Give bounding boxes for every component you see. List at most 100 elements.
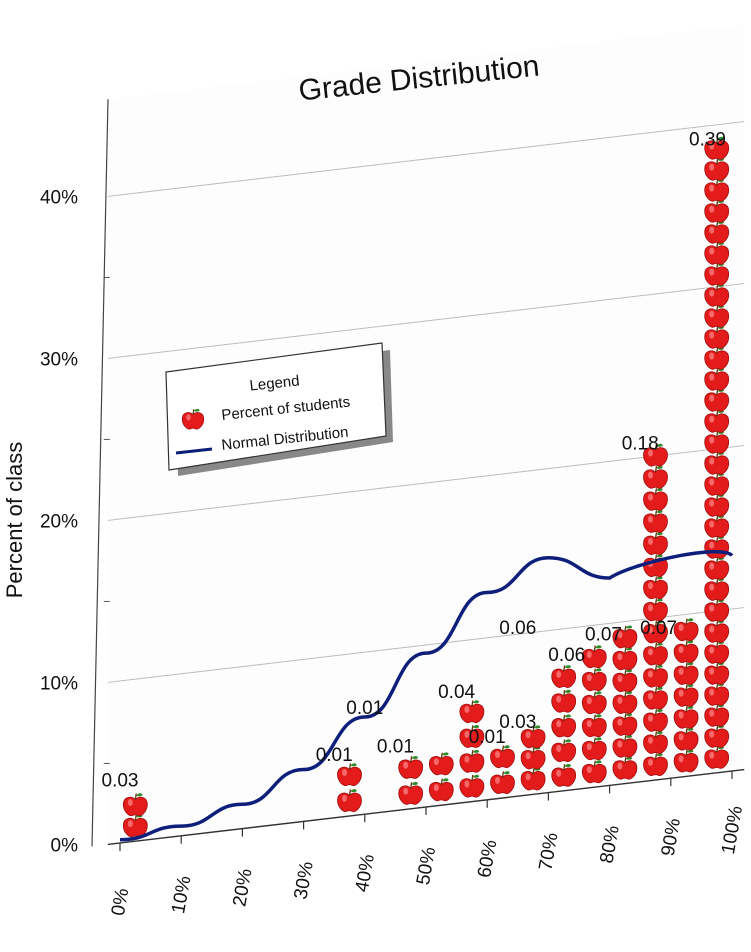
apple-icon bbox=[643, 731, 668, 754]
legend-title: Legend bbox=[249, 372, 301, 394]
apple-icon bbox=[612, 669, 638, 693]
apple-icon bbox=[643, 598, 668, 622]
legend-box bbox=[165, 342, 387, 471]
apple-icon bbox=[428, 752, 454, 776]
apple-icon bbox=[122, 814, 148, 838]
data-labels: 0.030.010.010.010.040.010.030.060.060.07… bbox=[102, 129, 727, 791]
apple-icon bbox=[704, 388, 730, 412]
apple-icon bbox=[704, 136, 730, 160]
apple-icon bbox=[398, 781, 424, 805]
apple-icon bbox=[704, 682, 730, 706]
apple-icon bbox=[520, 725, 546, 749]
apple-icon bbox=[704, 745, 730, 769]
plot-walls bbox=[107, 24, 745, 845]
y-tick-label: 0% bbox=[51, 835, 79, 856]
apple-icon bbox=[704, 514, 730, 538]
apple-icon bbox=[673, 618, 699, 642]
legend: Legend Percent of students Normal Distri… bbox=[165, 342, 393, 476]
x-tick-label: 40% bbox=[352, 853, 379, 894]
apple-icon bbox=[704, 346, 730, 370]
data-label: 0.01 bbox=[469, 727, 506, 748]
apple-icon bbox=[673, 683, 699, 707]
apple-icon bbox=[643, 576, 668, 600]
apple-icon bbox=[428, 778, 454, 802]
y-axis: 0% 10% 20% 30% 40% bbox=[40, 99, 110, 856]
apple-bar bbox=[673, 618, 699, 773]
apple-icon bbox=[704, 241, 730, 265]
gridline bbox=[107, 607, 745, 683]
data-label: 0.07 bbox=[640, 618, 677, 639]
normal-distribution-line bbox=[119, 549, 734, 842]
legend-line-icon bbox=[175, 447, 213, 455]
y-tick-label: 20% bbox=[40, 511, 78, 532]
apple-icon bbox=[581, 714, 607, 738]
apple-icon bbox=[673, 640, 699, 663]
y-axis-line bbox=[91, 99, 109, 847]
apple-icon bbox=[704, 262, 730, 286]
y-tick-label: 10% bbox=[40, 673, 78, 694]
apple-icon bbox=[181, 408, 205, 430]
apple-icon bbox=[643, 753, 668, 776]
apple-icon bbox=[643, 443, 668, 467]
apple-icon bbox=[704, 556, 730, 580]
x-tick-label: 100% bbox=[718, 804, 747, 856]
apple-icon bbox=[704, 619, 730, 643]
normal-curve bbox=[119, 549, 734, 842]
x-tick-label: 90% bbox=[658, 817, 685, 858]
apple-icon bbox=[459, 749, 485, 773]
apple-icon bbox=[398, 755, 424, 779]
x-tick-label: 20% bbox=[229, 867, 256, 908]
apple-icon bbox=[551, 665, 577, 688]
data-label: 0.01 bbox=[316, 745, 353, 766]
data-label: 0.03 bbox=[499, 712, 536, 733]
apple-icon bbox=[673, 727, 699, 751]
apple-icon bbox=[612, 625, 638, 649]
apple-icon bbox=[551, 763, 577, 787]
apple-icon bbox=[643, 686, 668, 710]
apple-bar bbox=[704, 136, 730, 769]
apple-icon bbox=[673, 662, 699, 685]
apple-icon bbox=[551, 714, 577, 738]
apple-icon bbox=[704, 472, 730, 496]
apple-icon bbox=[704, 640, 730, 664]
apple-icon bbox=[551, 739, 577, 763]
apple-bar bbox=[398, 755, 424, 805]
apple-icon bbox=[490, 771, 515, 794]
apple-icon bbox=[459, 725, 485, 748]
apple-icon bbox=[337, 789, 362, 812]
apple-icon bbox=[581, 668, 607, 692]
apple-icon bbox=[704, 493, 730, 517]
x-tick-label: 50% bbox=[413, 845, 440, 886]
apple-icon bbox=[643, 509, 668, 533]
apple-icon bbox=[581, 645, 607, 669]
apple-icon bbox=[643, 532, 668, 555]
x-tick-label: 30% bbox=[291, 860, 318, 901]
y-axis-label: Percent of class bbox=[2, 442, 27, 599]
apple-icon bbox=[122, 793, 148, 817]
apple-icon bbox=[643, 620, 668, 644]
apple-icon bbox=[581, 691, 607, 715]
apple-bar bbox=[551, 665, 577, 787]
gridline bbox=[107, 283, 745, 359]
apple-icon bbox=[581, 760, 607, 784]
apple-icon bbox=[704, 199, 730, 223]
apple-icon bbox=[643, 642, 668, 666]
y-tick-label: 30% bbox=[40, 349, 78, 370]
apple-icon bbox=[643, 708, 668, 732]
data-label: 0.39 bbox=[689, 129, 726, 150]
apple-icon bbox=[581, 737, 607, 761]
apple-bar bbox=[428, 752, 454, 802]
apple-bar bbox=[643, 443, 668, 776]
x-tick-label: 80% bbox=[597, 824, 624, 865]
apple-icon bbox=[612, 734, 638, 758]
apple-bar bbox=[520, 725, 546, 791]
data-label: 0.01 bbox=[377, 736, 414, 757]
apple-icon bbox=[459, 774, 485, 798]
x-axis: 0% 10% 20% 30% 40% 50% 60% 70% 80% 90% 100% bbox=[107, 768, 747, 917]
apple-bar bbox=[459, 700, 485, 798]
plot-back-wall bbox=[107, 24, 745, 845]
apple-icon bbox=[612, 691, 638, 714]
apple-icon bbox=[643, 664, 668, 688]
apple-bar bbox=[581, 645, 607, 784]
